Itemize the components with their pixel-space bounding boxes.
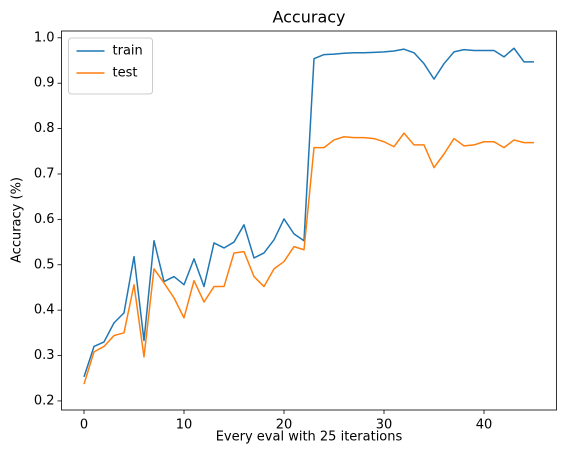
x-tick-label: 10: [176, 418, 193, 433]
y-tick-label: 0.9: [34, 76, 55, 91]
legend-box: [68, 37, 153, 95]
y-axis-label: Accuracy (%): [10, 177, 25, 263]
line-series: [83, 47, 534, 378]
y-tick-label: 1.0: [34, 30, 55, 45]
chart-title: Accuracy: [272, 8, 345, 27]
x-tick-label: 40: [476, 418, 493, 433]
line-series: [83, 132, 534, 385]
axes-frame: [61, 30, 557, 411]
legend-label: test: [113, 66, 138, 81]
x-tick-label: 0: [80, 418, 88, 433]
y-tick-label: 0.6: [34, 212, 55, 227]
y-tick-label: 0.3: [34, 348, 55, 363]
x-tick-label: 30: [376, 418, 393, 433]
y-tick-label: 0.7: [34, 166, 55, 181]
legend-label: train: [113, 44, 143, 59]
y-tick-label: 0.2: [34, 393, 55, 408]
x-axis-label: Every eval with 25 iterations: [216, 430, 403, 445]
y-tick-label: 0.8: [34, 121, 55, 136]
y-tick-label: 0.5: [34, 257, 55, 272]
x-tick-label: 20: [276, 418, 293, 433]
y-tick-label: 0.4: [34, 303, 55, 318]
